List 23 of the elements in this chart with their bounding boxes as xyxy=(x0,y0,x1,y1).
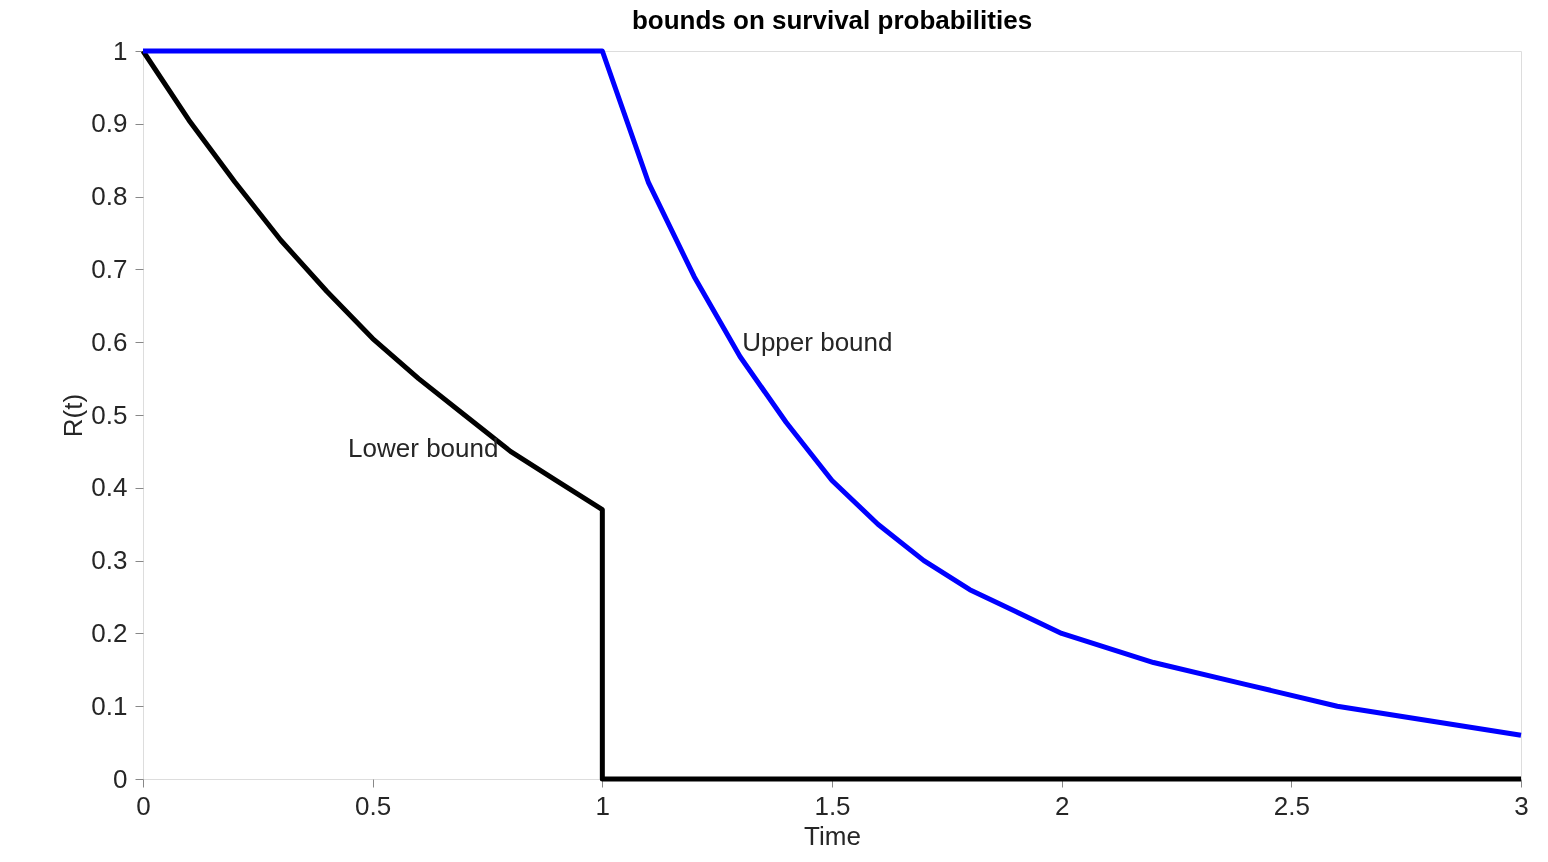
x-tick-label: 2.5 xyxy=(1273,790,1310,821)
y-tick-label: 0.4 xyxy=(91,472,128,503)
x-tick-label: 0.5 xyxy=(355,790,392,821)
y-tick-label: 0 xyxy=(113,763,128,794)
y-tick-label: 0.7 xyxy=(91,253,128,284)
chart-title: bounds on survival probabilities xyxy=(631,5,1033,35)
y-tick-label: 0.1 xyxy=(91,690,128,721)
y-tick-label: 0.5 xyxy=(91,399,128,430)
y-tick-label: 0.8 xyxy=(91,181,128,212)
y-axis-title: R(t) xyxy=(58,393,89,438)
x-tick-label: 2 xyxy=(1054,790,1070,821)
y-tick-label: 0.6 xyxy=(91,326,128,357)
y-tick-label: 0.2 xyxy=(91,617,128,648)
y-tick-label: 0.9 xyxy=(91,108,128,139)
x-tick-label: 1 xyxy=(595,790,611,821)
x-tick-label: 1.5 xyxy=(814,790,851,821)
x-axis-title: Time xyxy=(804,820,861,851)
series-label: Upper bound xyxy=(742,326,893,357)
y-tick-label: 1 xyxy=(113,35,128,66)
series-label: Lower bound xyxy=(348,433,499,464)
x-tick-label: 0 xyxy=(136,790,151,821)
x-tick-label: 3 xyxy=(1514,790,1529,821)
y-tick-label: 0.3 xyxy=(91,545,128,576)
